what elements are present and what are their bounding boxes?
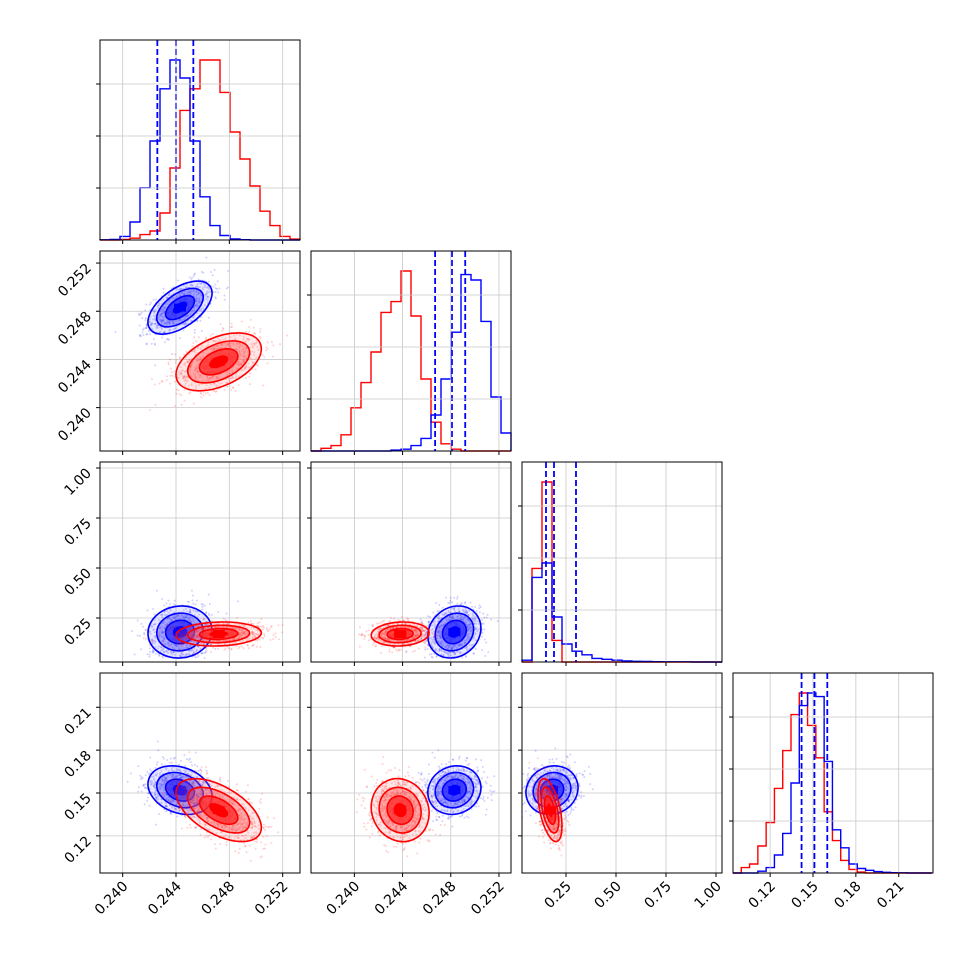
x-tick-label: 0.240 (324, 879, 364, 919)
contours-blue (427, 765, 482, 816)
x-tick-label: 1.00 (691, 879, 724, 912)
x-tick-label: 0.244 (145, 878, 185, 918)
x-tick-label: 0.248 (420, 879, 460, 919)
panel-3-1-grid (311, 673, 511, 873)
hist-blue-2 (521, 562, 722, 663)
panel-3-2-frame (521, 672, 723, 874)
y-tick-label: 0.252 (55, 261, 95, 301)
panel-1-0-frame (99, 250, 301, 452)
y-tick-label: 1.00 (61, 466, 94, 499)
y-tick-label: 0.25 (61, 616, 94, 649)
panel-3-1-frame (310, 672, 512, 874)
panel-hist-0-ygrid (100, 83, 300, 189)
hist-red-1 (311, 270, 511, 452)
x-tick-label: 0.252 (468, 879, 508, 919)
x-tick-label: 0.248 (198, 879, 238, 919)
panel-3-0 (126, 740, 280, 862)
x-tick-label: 0.240 (92, 879, 132, 919)
y-tick-label: 0.18 (61, 748, 94, 781)
panel-hist-0 (99, 40, 301, 241)
y-tick-label: 0.15 (61, 791, 94, 824)
panel-2-0-frame (99, 461, 301, 663)
panel-2-1 (358, 595, 499, 659)
panel-3-2 (522, 747, 594, 857)
y-tick-label: 0.244 (55, 357, 95, 397)
panel-3-2-grid (522, 673, 722, 873)
y-tick-label: 0.75 (61, 516, 94, 549)
panel-hist-3-frame (732, 672, 934, 874)
panel-hist-3-ygrid (733, 716, 933, 822)
contours-blue (147, 280, 213, 335)
x-tick-label: 0.15 (788, 879, 821, 912)
panel-1-0 (114, 256, 289, 411)
y-tick-label: 0.12 (61, 833, 94, 866)
x-tick-label: 0.50 (591, 879, 624, 912)
contours-blue (525, 765, 579, 816)
y-tick-label: 0.50 (61, 566, 94, 599)
panel-3-1 (355, 749, 496, 858)
panel-hist-2 (521, 462, 722, 663)
contours-red (370, 777, 430, 843)
x-tick-label: 0.12 (746, 879, 779, 912)
x-tick-label: 0.75 (641, 879, 674, 912)
panel-hist-0-frame (99, 39, 301, 241)
x-tick-label: 0.18 (831, 879, 864, 912)
y-tick-label: 0.248 (55, 309, 95, 349)
x-tick-label: 0.25 (541, 879, 574, 912)
contours-red (370, 621, 430, 647)
panel-2-0 (130, 589, 284, 659)
contours-red (175, 621, 263, 647)
y-tick-label: 0.21 (61, 705, 94, 738)
x-tick-label: 0.244 (372, 878, 412, 918)
hist-red-0 (100, 59, 301, 241)
contours-red (537, 777, 563, 843)
x-tick-label: 0.21 (874, 879, 907, 912)
panel-3-0-grid (100, 673, 300, 873)
panel-hist-1 (311, 251, 512, 452)
x-tick-label: 0.252 (252, 879, 292, 919)
panel-2-1-frame (310, 461, 512, 663)
panel-hist-1-grid (353, 251, 500, 451)
y-tick-label: 0.240 (55, 405, 95, 445)
panel-hist-2-ygrid (522, 505, 722, 611)
panel-hist-1-frame (310, 250, 512, 452)
panel-3-0-frame (99, 672, 301, 874)
panel-hist-1-ygrid (311, 294, 511, 400)
panel-hist-3-grid (769, 673, 900, 873)
panel-hist-2-frame (521, 461, 723, 663)
panel-hist-2-grid (565, 462, 717, 662)
contours-red (175, 777, 263, 843)
contours-blue (427, 605, 482, 659)
panel-hist-0-grid (122, 40, 284, 240)
panel-hist-3 (733, 673, 932, 874)
contours-red (175, 332, 263, 392)
